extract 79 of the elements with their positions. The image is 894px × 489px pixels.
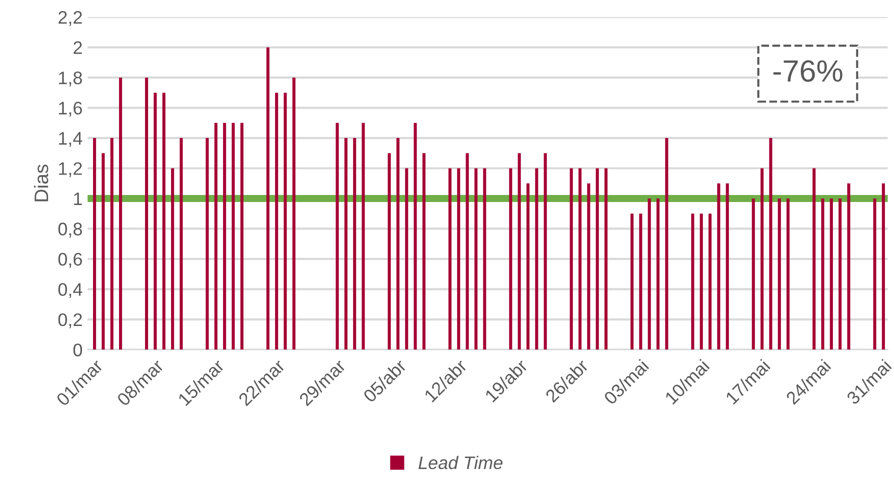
bar [223,122,226,350]
bar [509,168,512,350]
bar [769,138,772,350]
bar [639,214,642,350]
bar [578,168,582,350]
bar [483,168,486,350]
y-tick-label: 0,2 [58,313,82,328]
bar [448,168,452,350]
bar [119,78,122,350]
bar [388,153,391,350]
bar [656,198,660,350]
bar [344,138,348,350]
bar [726,183,729,350]
y-tick-label: 1 [74,192,82,206]
bar [544,153,547,350]
bar [405,168,408,350]
y-tick-label: 1,8 [59,72,82,86]
bar [474,168,478,350]
bar [145,78,148,350]
bar [284,92,287,350]
bar [700,214,703,350]
bar [266,47,270,350]
bar [292,78,296,350]
y-tick-label: 0,4 [58,283,82,298]
bar [362,122,365,350]
bar [232,122,235,350]
bar [214,122,218,350]
y-tick-label: 1,4 [59,132,82,147]
y-tick-label: 1,2 [59,162,82,178]
y-axis-title: Dias [34,164,48,202]
bar [665,138,668,350]
bar [587,183,590,350]
bar [786,198,790,350]
bar [630,214,634,350]
bar [240,122,244,350]
bar [821,198,824,350]
bar [691,214,694,350]
y-tick-label: 0 [73,344,82,356]
bar [518,153,521,350]
bar [596,168,599,350]
bar [708,214,712,350]
bar [336,122,339,350]
y-tick-label: 1,6 [59,102,82,117]
bar [717,183,720,350]
bar [838,198,842,350]
bar [648,198,651,350]
bar [154,92,157,350]
bar [171,168,174,350]
annotation: -76% [773,60,842,82]
bar [353,138,356,350]
bar [752,198,755,350]
y-tick-label: 0,8 [58,222,82,238]
y-tick-label: 0,6 [58,252,82,268]
bar [162,92,166,350]
bar [102,153,105,350]
bar [570,168,573,350]
bar [396,138,400,350]
bar [535,168,538,350]
bar [457,168,460,350]
bar [873,198,876,350]
y-tick-label: 2,2 [58,11,82,26]
bar [847,183,850,350]
bar [778,198,781,350]
bar [93,138,96,350]
bar [604,168,608,350]
bar [275,92,278,350]
bar [466,153,469,350]
bar [882,183,885,350]
bar [414,122,417,350]
bar [526,183,530,350]
bar [830,198,833,350]
bar [422,153,426,350]
bar [180,138,183,350]
bar [110,138,114,350]
bar [206,138,209,350]
bar [760,168,764,350]
bar [812,168,816,350]
y-tick-label: 2 [74,41,82,54]
legend-label: Lead Time [418,456,502,470]
